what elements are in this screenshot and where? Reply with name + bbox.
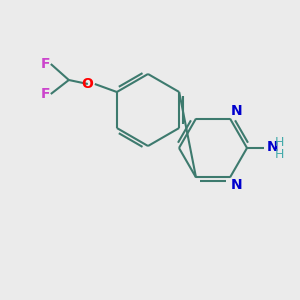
Text: H: H: [275, 148, 284, 160]
Text: N: N: [231, 103, 243, 118]
Text: F: F: [40, 57, 50, 71]
Text: F: F: [40, 87, 50, 101]
Text: O: O: [81, 77, 93, 91]
Text: H: H: [275, 136, 284, 148]
Text: N: N: [267, 140, 279, 154]
Text: N: N: [231, 178, 243, 192]
